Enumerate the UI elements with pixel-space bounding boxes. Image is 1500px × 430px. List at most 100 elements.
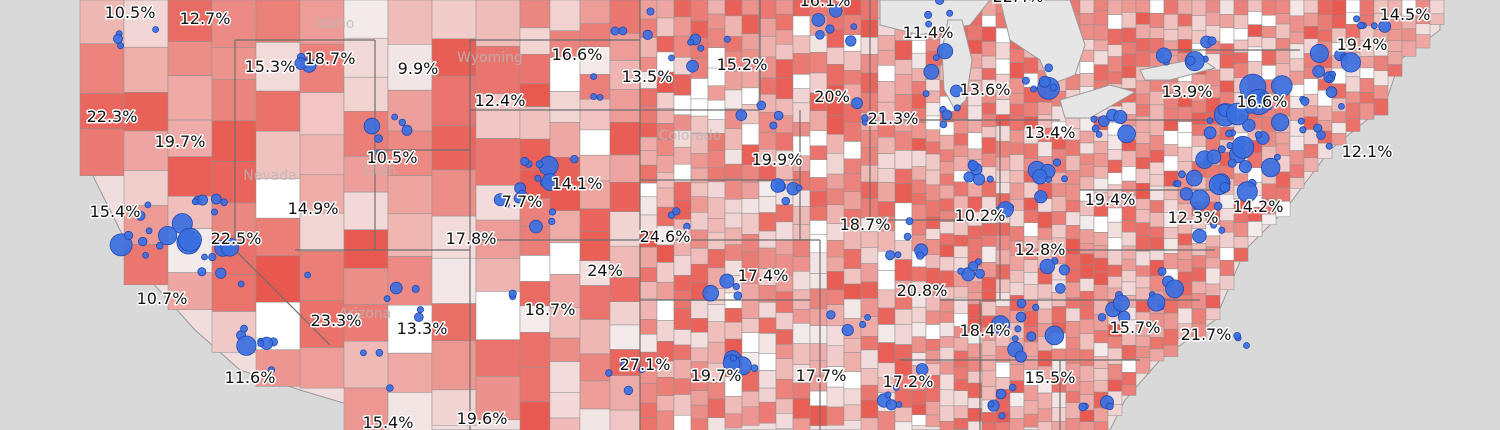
county-cell[interactable] xyxy=(1037,308,1053,324)
county-cell[interactable] xyxy=(925,414,941,427)
city-dot[interactable] xyxy=(687,38,694,46)
county-cell[interactable] xyxy=(431,340,477,391)
county-cell[interactable] xyxy=(1401,40,1417,57)
county-cell[interactable] xyxy=(255,42,301,92)
city-dot[interactable] xyxy=(756,100,767,111)
county-cell[interactable] xyxy=(299,347,345,389)
city-dot[interactable] xyxy=(1011,335,1019,343)
county-cell[interactable] xyxy=(343,155,389,193)
county-cell[interactable] xyxy=(656,320,675,342)
county-cell[interactable] xyxy=(1079,365,1095,382)
county-cell[interactable] xyxy=(690,418,709,430)
county-cell[interactable] xyxy=(707,13,726,30)
county-cell[interactable] xyxy=(1359,78,1375,93)
city-dot[interactable] xyxy=(1217,145,1226,154)
county-cell[interactable] xyxy=(639,247,658,268)
county-cell[interactable] xyxy=(1345,118,1361,132)
county-cell[interactable] xyxy=(1135,12,1151,25)
county-cell[interactable] xyxy=(1331,133,1347,146)
county-cell[interactable] xyxy=(1135,24,1151,39)
county-cell[interactable] xyxy=(1093,216,1109,233)
county-cell[interactable] xyxy=(981,301,997,317)
county-cell[interactable] xyxy=(123,46,169,93)
county-cell[interactable] xyxy=(609,182,641,212)
county-cell[interactable] xyxy=(826,114,845,135)
county-cell[interactable] xyxy=(1093,153,1109,168)
county-cell[interactable] xyxy=(1037,392,1053,410)
county-cell[interactable] xyxy=(1051,211,1067,225)
county-cell[interactable] xyxy=(1079,215,1095,230)
city-dot[interactable] xyxy=(1213,201,1223,211)
county-cell[interactable] xyxy=(639,182,658,197)
county-cell[interactable] xyxy=(387,44,433,91)
county-cell[interactable] xyxy=(1163,14,1179,30)
county-cell[interactable] xyxy=(724,0,743,17)
city-dot[interactable] xyxy=(1309,43,1329,63)
county-cell[interactable] xyxy=(1107,264,1123,277)
county-cell[interactable] xyxy=(1093,166,1109,179)
county-cell[interactable] xyxy=(1093,379,1109,393)
county-cell[interactable] xyxy=(656,282,675,300)
county-cell[interactable] xyxy=(1121,77,1137,89)
county-cell[interactable] xyxy=(167,75,213,121)
county-cell[interactable] xyxy=(1009,154,1025,171)
county-cell[interactable] xyxy=(860,336,879,351)
county-cell[interactable] xyxy=(741,14,760,34)
county-cell[interactable] xyxy=(981,68,997,80)
county-cell[interactable] xyxy=(1261,0,1277,16)
county-cell[interactable] xyxy=(1149,337,1165,350)
county-cell[interactable] xyxy=(911,52,927,69)
county-cell[interactable] xyxy=(1051,148,1067,161)
county-cell[interactable] xyxy=(1429,13,1445,25)
county-cell[interactable] xyxy=(1261,15,1277,27)
county-cell[interactable] xyxy=(877,35,896,51)
county-cell[interactable] xyxy=(995,182,1011,194)
county-cell[interactable] xyxy=(387,392,433,430)
county-cell[interactable] xyxy=(1149,275,1165,292)
county-cell[interactable] xyxy=(1289,177,1305,189)
county-cell[interactable] xyxy=(925,153,941,171)
city-dot[interactable] xyxy=(1014,325,1022,333)
county-cell[interactable] xyxy=(690,247,709,265)
county-cell[interactable] xyxy=(1009,92,1025,105)
county-cell[interactable] xyxy=(1219,14,1235,28)
county-cell[interactable] xyxy=(1093,368,1109,381)
county-cell[interactable] xyxy=(1121,281,1137,296)
county-cell[interactable] xyxy=(690,404,709,420)
county-cell[interactable] xyxy=(707,85,726,101)
county-cell[interactable] xyxy=(1163,144,1179,157)
county-cell[interactable] xyxy=(1317,105,1333,121)
county-cell[interactable] xyxy=(1373,70,1389,86)
city-dot[interactable] xyxy=(1326,74,1334,82)
city-dot[interactable] xyxy=(158,226,178,246)
county-cell[interactable] xyxy=(981,26,997,42)
county-cell[interactable] xyxy=(519,281,551,307)
county-cell[interactable] xyxy=(724,396,743,415)
city-dot[interactable] xyxy=(1174,180,1182,188)
county-cell[interactable] xyxy=(579,0,611,24)
county-cell[interactable] xyxy=(877,270,896,291)
county-cell[interactable] xyxy=(1191,308,1207,324)
city-dot[interactable] xyxy=(987,400,995,408)
county-cell[interactable] xyxy=(741,299,760,319)
county-cell[interactable] xyxy=(995,156,1011,171)
county-cell[interactable] xyxy=(1275,38,1291,50)
county-cell[interactable] xyxy=(1023,400,1039,415)
county-cell[interactable] xyxy=(549,417,581,430)
county-cell[interactable] xyxy=(1233,63,1249,79)
county-cell[interactable] xyxy=(1037,421,1053,430)
county-cell[interactable] xyxy=(1135,104,1151,117)
county-cell[interactable] xyxy=(741,33,760,51)
county-cell[interactable] xyxy=(1149,200,1165,213)
city-dot[interactable] xyxy=(851,97,863,110)
county-cell[interactable] xyxy=(1205,11,1221,26)
county-cell[interactable] xyxy=(1247,11,1263,25)
county-cell[interactable] xyxy=(809,273,828,289)
county-cell[interactable] xyxy=(1289,70,1305,85)
county-cell[interactable] xyxy=(1373,85,1389,100)
county-cell[interactable] xyxy=(1107,404,1123,416)
city-dot[interactable] xyxy=(1189,189,1211,211)
city-dot[interactable] xyxy=(668,54,675,62)
city-dot[interactable] xyxy=(113,33,124,44)
city-dot[interactable] xyxy=(1055,283,1066,294)
